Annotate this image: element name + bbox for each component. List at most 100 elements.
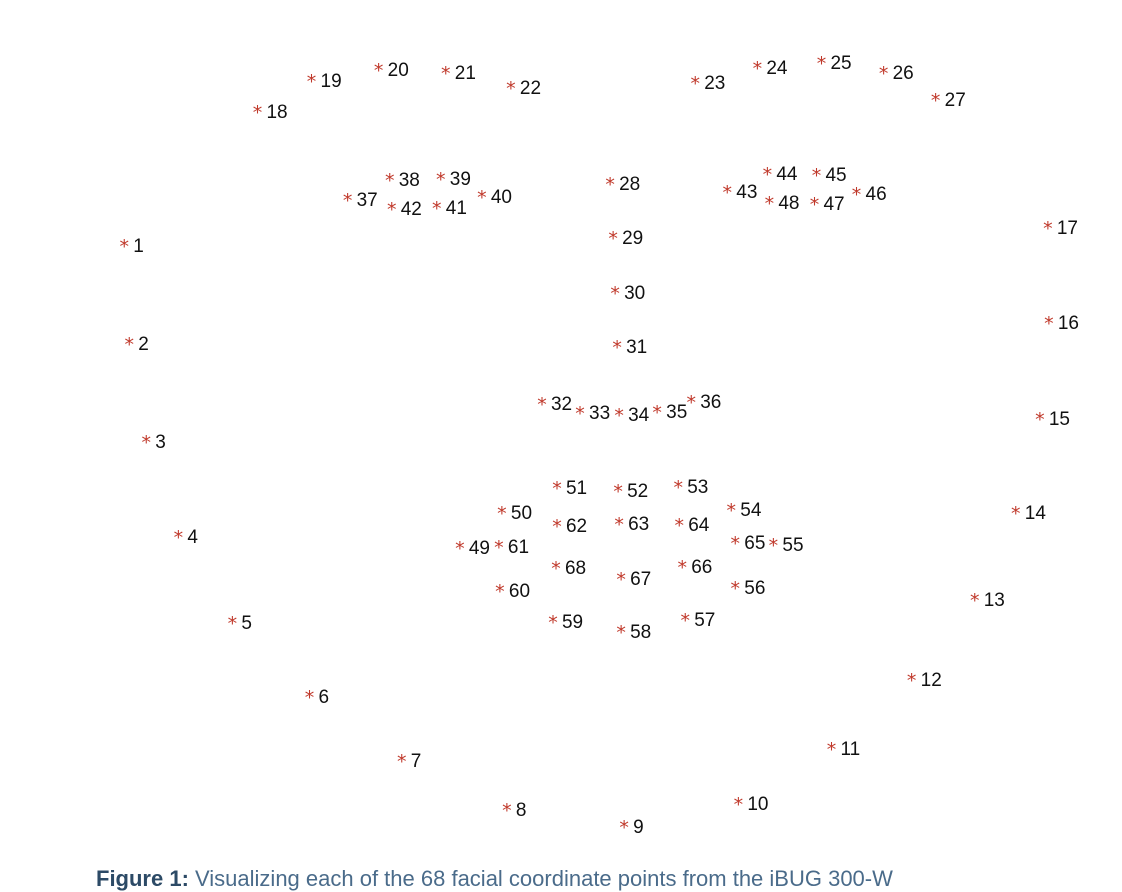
landmark-marker: * [307, 71, 317, 93]
landmark-label: 10 [747, 794, 768, 815]
landmark-label: 42 [401, 199, 422, 220]
landmark-label: 62 [566, 516, 587, 537]
landmark-label: 2 [138, 334, 149, 355]
landmark-marker: * [970, 590, 980, 612]
landmark-marker: * [677, 557, 687, 579]
landmark-label: 24 [766, 58, 788, 79]
landmark-label: 31 [626, 337, 647, 358]
landmark-marker: * [552, 516, 562, 538]
landmark-label: 47 [823, 194, 844, 215]
landmark-marker: * [228, 613, 238, 635]
landmark-marker: * [852, 184, 862, 206]
landmark-marker: * [608, 228, 618, 250]
landmark-marker: * [124, 334, 134, 356]
landmark-marker: * [613, 481, 623, 503]
landmark-label: 6 [319, 687, 330, 708]
landmark-label: 45 [825, 165, 846, 186]
landmark-label: 43 [736, 182, 757, 203]
landmark-marker: * [879, 63, 889, 85]
landmark-label: 68 [565, 558, 586, 579]
landmark-label: 52 [627, 481, 648, 502]
landmark-marker: * [548, 612, 558, 634]
landmark-marker: * [674, 515, 684, 537]
landmark-marker: * [343, 190, 353, 212]
landmark-label: 34 [628, 405, 650, 426]
landmark-marker: * [142, 432, 152, 454]
landmark-marker: * [810, 194, 820, 216]
landmark-marker: * [753, 58, 763, 80]
landmark-label: 25 [830, 53, 851, 74]
landmark-label: 37 [357, 190, 378, 211]
landmark-marker: * [495, 581, 505, 603]
landmark-marker: * [673, 477, 683, 499]
landmark-marker: * [616, 569, 626, 591]
landmark-label: 16 [1058, 313, 1079, 334]
landmark-label: 13 [984, 590, 1005, 611]
landmark-marker: * [619, 817, 629, 839]
landmark-marker: * [497, 503, 507, 525]
landmark-label: 32 [551, 394, 572, 415]
landmark-label: 59 [562, 612, 583, 633]
landmark-label: 49 [469, 538, 490, 559]
landmark-label: 64 [688, 515, 710, 536]
landmark-marker: * [907, 670, 917, 692]
landmark-marker: * [575, 403, 585, 425]
landmark-marker: * [552, 478, 562, 500]
landmark-marker: * [374, 60, 384, 82]
landmark-label: 67 [630, 569, 651, 590]
landmark-marker: * [605, 174, 615, 196]
landmark-marker: * [769, 535, 779, 557]
landmark-marker: * [305, 687, 315, 709]
landmark-marker: * [506, 78, 516, 100]
landmark-label: 7 [411, 751, 422, 772]
landmark-label: 5 [241, 613, 252, 634]
landmark-label: 14 [1025, 503, 1047, 524]
landmark-marker: * [765, 193, 775, 215]
landmark-label: 61 [508, 537, 529, 558]
landmark-label: 4 [187, 527, 198, 548]
landmark-marker: * [612, 337, 622, 359]
landmark-label: 17 [1057, 218, 1078, 239]
landmark-marker: * [253, 102, 263, 124]
landmark-marker: * [1044, 313, 1054, 335]
landmark-label: 35 [666, 402, 687, 423]
landmark-marker: * [812, 165, 822, 187]
landmark-label: 38 [399, 170, 420, 191]
landmark-marker: * [817, 53, 827, 75]
landmark-label: 51 [566, 478, 587, 499]
landmark-label: 21 [455, 63, 476, 84]
landmark-label: 12 [921, 670, 942, 691]
landmark-marker: * [690, 73, 700, 95]
landmark-marker: * [397, 751, 407, 773]
landmark-label: 44 [776, 164, 798, 185]
landmark-marker: * [723, 182, 733, 204]
landmark-marker: * [652, 402, 662, 424]
landmark-marker: * [931, 90, 941, 112]
landmark-label: 41 [446, 198, 467, 219]
landmark-marker: * [686, 392, 696, 414]
landmark-marker: * [174, 527, 184, 549]
landmark-marker: * [763, 164, 773, 186]
landmark-label: 66 [691, 557, 712, 578]
landmark-label: 48 [778, 193, 799, 214]
landmark-label: 23 [704, 73, 725, 94]
landmark-plot: * 1* 2* 3* 4* 5* 6* 7* 8* 9* 10* 11* 12* 13* 14* 15* 16*… [119, 53, 1079, 839]
landmark-label: 63 [628, 514, 649, 535]
landmark-marker: * [502, 800, 512, 822]
landmark-label: 8 [516, 800, 527, 821]
landmark-label: 53 [687, 477, 708, 498]
landmark-marker: * [827, 739, 837, 761]
landmark-marker: * [680, 610, 690, 632]
landmark-label: 19 [321, 71, 342, 92]
landmark-marker: * [1011, 503, 1021, 525]
landmark-marker: * [432, 198, 442, 220]
caption-label: Figure 1: [96, 866, 189, 891]
landmark-marker: * [385, 170, 395, 192]
landmark-marker: * [614, 405, 624, 427]
landmark-label: 65 [744, 533, 765, 554]
landmark-label: 56 [744, 578, 765, 599]
landmark-label: 26 [893, 63, 914, 84]
landmark-label: 50 [511, 503, 532, 524]
landmark-marker: * [436, 169, 446, 191]
figure-caption: Figure 1: Visualizing each of the 68 fac… [96, 866, 1106, 892]
